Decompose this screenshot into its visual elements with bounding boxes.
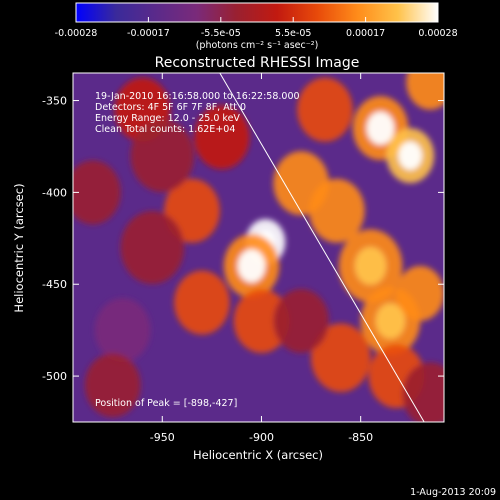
colorbar: -0.00028 -0.00017 -5.5e-05 5.5e-05 0.00017 0.…: [55, 2, 458, 51]
heatmap-source: [311, 323, 371, 392]
heatmap-source: [84, 353, 141, 418]
annotation-clean-counts: Clean Total counts: 1.62E+04: [95, 124, 235, 135]
heatmap-source-core: [375, 303, 406, 339]
heatmap-source: [194, 105, 250, 170]
y-tick-label: -350: [42, 95, 67, 108]
x-tick-label: -850: [348, 431, 373, 444]
heatmap-source-core: [366, 111, 395, 145]
x-axis-label: Heliocentric X (arcsec): [193, 448, 323, 462]
colorbar-tick-label: -5.5e-05: [201, 28, 241, 39]
x-axis-ticks: -950 -900 -850: [150, 73, 373, 444]
plot-frame: [72, 72, 445, 423]
colorbar-tick-label: -0.00017: [127, 28, 170, 39]
heatmap-source: [396, 266, 444, 321]
heatmap-source-core: [398, 141, 423, 170]
y-axis-label: Heliocentric Y (arcsec): [12, 183, 26, 312]
colorbar-ticks: [75, 17, 439, 22]
annotation-energy-range: Energy Range: 12.0 - 25.0 keV: [95, 113, 240, 124]
heatmap-source: [174, 270, 230, 335]
heatmap-source: [130, 119, 195, 193]
colorbar-tick-label: -0.00028: [55, 28, 98, 39]
heatmap-source: [309, 178, 365, 243]
annotation-block: 19-Jan-2010 16:16:58.000 to 16:22:58.000…: [95, 91, 300, 135]
colorbar-tick-label: 0.00028: [418, 28, 457, 39]
chart-title: Reconstructed RHESSI Image: [155, 55, 360, 71]
plot-area: -950 -900 -850 -500 -450 -400 -350: [42, 72, 445, 444]
colorbar-tick-labels: -0.00028 -0.00017 -5.5e-05 5.5e-05 0.00017 0.…: [55, 28, 458, 39]
heatmap-source: [120, 210, 185, 285]
heatmap-source: [402, 362, 444, 422]
date-stamp: 1-Aug-2013 20:09: [410, 487, 496, 498]
heatmap-source-core: [237, 249, 266, 283]
y-tick-label: -400: [42, 186, 67, 199]
heatmap-source: [406, 73, 444, 110]
annotation-detectors: Detectors: 4F 5F 6F 7F 8F, Att 0: [95, 102, 246, 113]
y-axis-ticks: -500 -450 -400 -350: [42, 95, 444, 383]
x-tick-label: -950: [150, 431, 175, 444]
solar-limb-line: [219, 73, 425, 422]
heatmap-source-core: [354, 246, 387, 285]
y-tick-label: -450: [42, 278, 67, 291]
annotation-time-range: 19-Jan-2010 16:16:58.000 to 16:22:58.000: [95, 91, 300, 102]
colorbar-tick-label: 5.5e-05: [275, 28, 311, 39]
peak-position-label: Position of Peak = [-898,-427]: [95, 398, 237, 409]
heatmap-sources: [73, 73, 444, 422]
colorbar-strip: [75, 2, 439, 23]
colorbar-unit-label: (photons cm⁻² s⁻¹ asec⁻²): [196, 40, 319, 51]
heatmap-source: [73, 160, 121, 225]
colorbar-tick-label: 0.00017: [346, 28, 385, 39]
heatmap-source: [273, 289, 329, 353]
heatmap-source: [94, 298, 151, 363]
y-tick-label: -500: [42, 370, 67, 383]
heatmap-source: [233, 289, 290, 353]
x-tick-label: -900: [249, 431, 274, 444]
heatmap-source: [297, 77, 353, 142]
